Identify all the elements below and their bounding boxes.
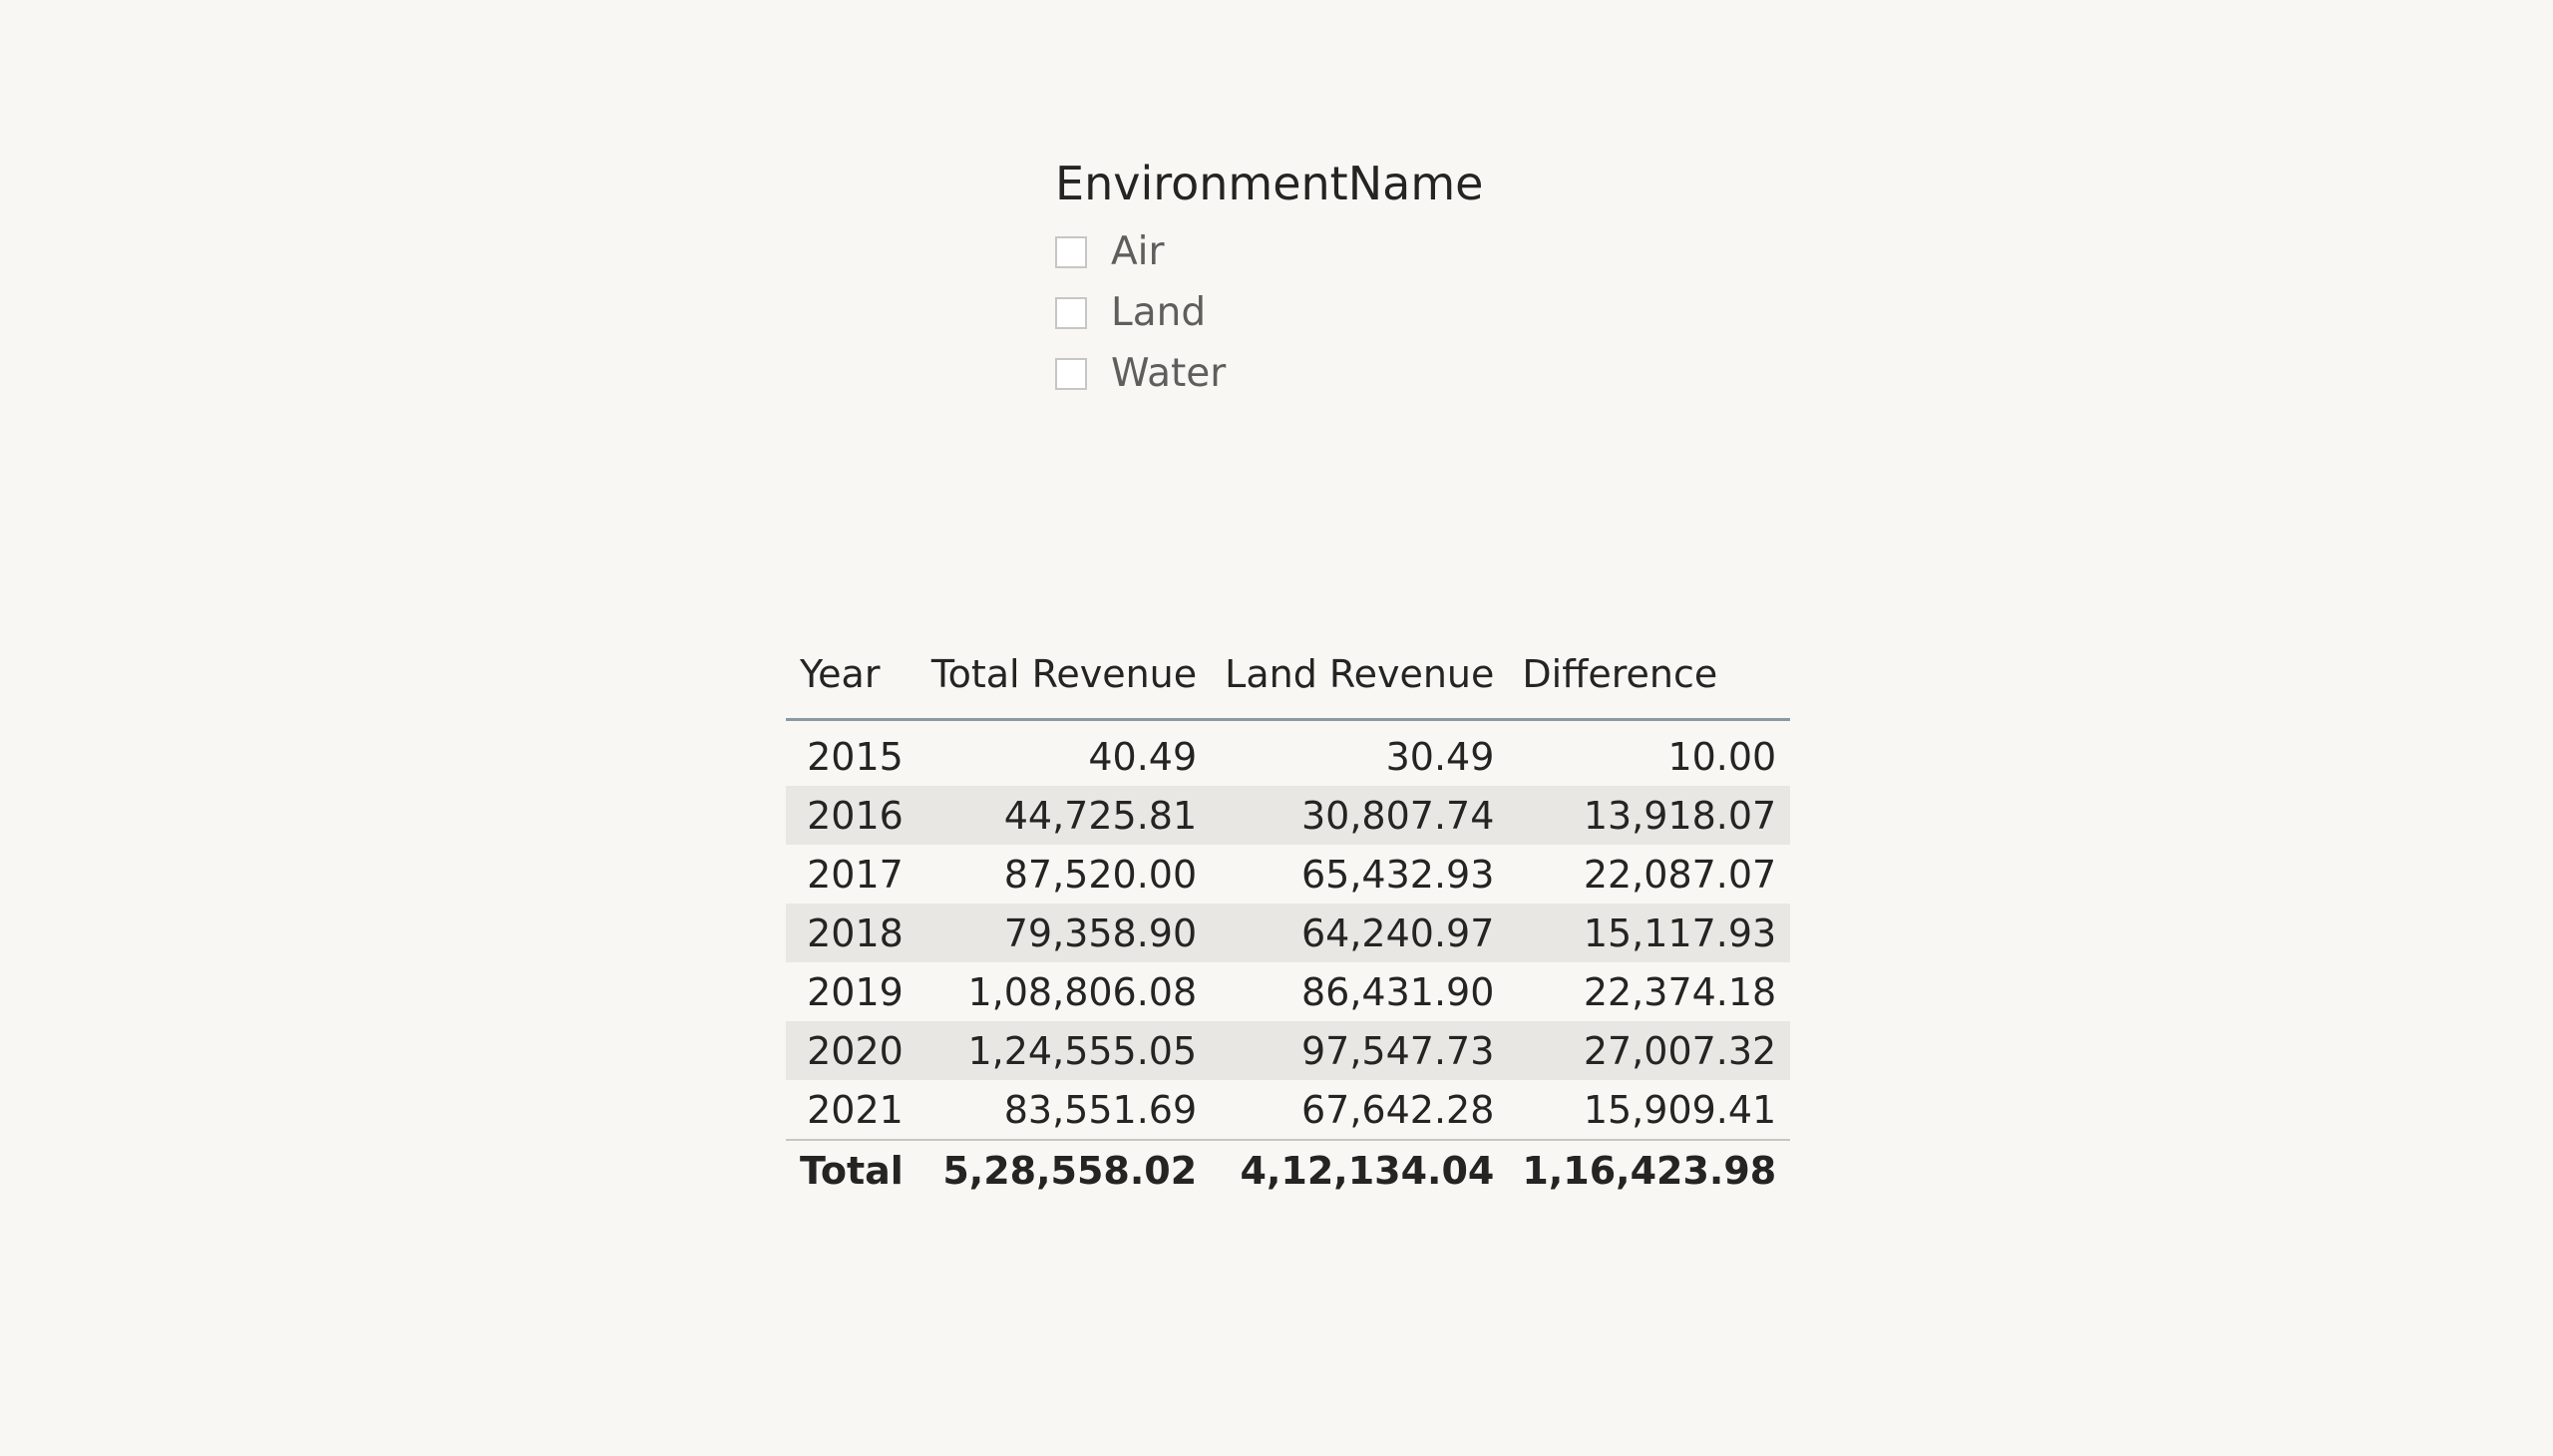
table-row: 2016 44,725.81 30,807.74 13,918.07 [786,786,1791,845]
cell-total-revenue: 40.49 [1088,734,1198,779]
table-row: 2019 1,08,806.08 86,431.90 22,374.18 [786,962,1790,1021]
cell-difference: 15,909.41 [1583,1087,1777,1132]
cell-difference: 22,374.18 [1583,969,1777,1014]
checkbox-air[interactable] [1055,235,1087,268]
cell-total-revenue: 79,358.90 [916,904,1212,962]
cell-year: 2019 [807,969,904,1014]
revenue-table-visual: Year Total Revenue Land Revenue Differen… [786,630,1791,1201]
table-total-row: Total 5,28,558.02 4,12,134.04 1,16,423.9… [786,1139,1791,1201]
column-header-land-revenue[interactable]: Land Revenue [1211,630,1509,721]
cell-difference: 10.00 [1667,734,1777,779]
slicer-item-water[interactable]: Water [1055,343,1574,404]
cell-year: 2016 [786,786,917,845]
table-row: 2017 87,520.00 65,432.93 22,087.07 [786,845,1790,904]
cell-land-revenue: 64,240.97 [1211,904,1509,962]
cell-total-revenue: 44,725.81 [916,786,1212,845]
cell-difference: 13,918.07 [1508,786,1791,845]
total-difference: 1,16,423.98 [1508,1139,1791,1201]
revenue-table: Year Total Revenue Land Revenue Differen… [786,630,1791,1201]
cell-total-revenue: 1,24,555.05 [916,1021,1212,1080]
total-label: Total [786,1139,917,1201]
checkbox-land[interactable] [1055,296,1087,329]
table-row: 2021 83,551.69 67,642.28 15,909.41 [786,1080,1790,1140]
slicer-item-air[interactable]: Air [1055,221,1574,282]
slicer-item-label: Land [1111,290,1207,335]
cell-land-revenue: 30.49 [1385,734,1495,779]
cell-land-revenue: 30,807.74 [1211,786,1509,845]
column-header-year[interactable]: Year [786,630,917,721]
total-total-revenue: 5,28,558.02 [916,1139,1212,1201]
cell-total-revenue: 87,520.00 [1003,852,1198,897]
environment-slicer: EnvironmentName Air Land Water [1055,150,1574,404]
cell-total-revenue: 1,08,806.08 [967,969,1198,1014]
cell-difference: 27,007.32 [1508,1021,1791,1080]
slicer-list: Air Land Water [1055,221,1574,404]
total-land-revenue: 4,12,134.04 [1211,1139,1509,1201]
cell-land-revenue: 65,432.93 [1300,852,1495,897]
column-header-difference[interactable]: Difference [1508,630,1791,721]
cell-difference: 22,087.07 [1583,852,1777,897]
checkbox-water[interactable] [1055,357,1087,390]
cell-year: 2015 [807,734,904,779]
table-header-row: Year Total Revenue Land Revenue Differen… [786,630,1791,721]
cell-land-revenue: 67,642.28 [1300,1087,1495,1132]
cell-year: 2021 [807,1087,904,1132]
cell-difference: 15,117.93 [1508,904,1791,962]
slicer-item-label: Air [1111,229,1165,274]
slicer-title: EnvironmentName [1055,157,1484,210]
table-row: 2020 1,24,555.05 97,547.73 27,007.32 [786,1021,1791,1080]
cell-land-revenue: 86,431.90 [1300,969,1495,1014]
cell-land-revenue: 97,547.73 [1211,1021,1509,1080]
cell-year: 2018 [786,904,917,962]
table-row: 2018 79,358.90 64,240.97 15,117.93 [786,904,1791,962]
column-header-total-revenue[interactable]: Total Revenue [916,630,1212,721]
table-row: 2015 40.49 30.49 10.00 [786,720,1790,787]
cell-year: 2017 [807,852,904,897]
slicer-item-label: Water [1111,351,1227,396]
slicer-item-land[interactable]: Land [1055,282,1574,343]
cell-year: 2020 [786,1021,917,1080]
cell-total-revenue: 83,551.69 [1003,1087,1198,1132]
